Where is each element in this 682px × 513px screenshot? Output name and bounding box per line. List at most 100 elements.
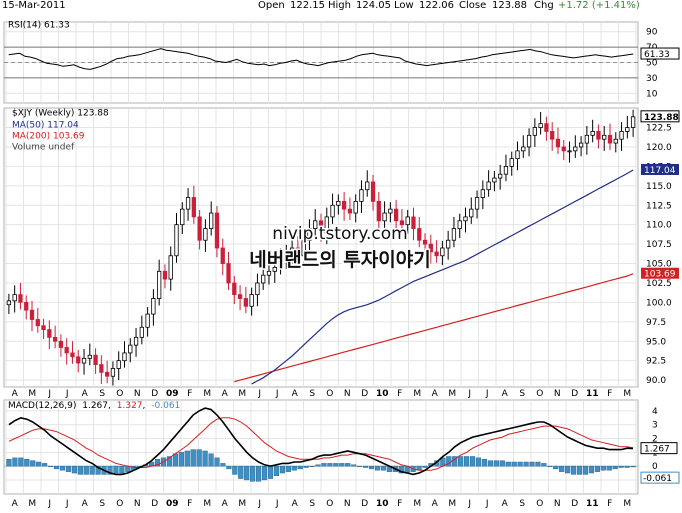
candle-up: [272, 267, 277, 272]
candle-down: [411, 216, 416, 229]
candle-down: [318, 220, 324, 233]
macd-hist-bar: [113, 465, 119, 474]
chg-label: Chg: [534, 0, 554, 11]
price-xtick-label: S: [519, 389, 525, 399]
ma50-value-label: 117.04: [644, 166, 676, 176]
last-price-box: [640, 110, 680, 123]
candle-down: [47, 329, 52, 338]
macd-last-label: 1.267: [644, 445, 670, 455]
price-xtick-label: A: [12, 389, 19, 399]
macd-xtick-label: D: [151, 499, 158, 509]
candle-down: [434, 251, 439, 257]
candle-down: [58, 340, 64, 348]
candle-up: [185, 197, 191, 210]
candle-down: [243, 298, 248, 307]
ma50-legend: MA(50) 117.04: [12, 121, 79, 131]
candle-up: [139, 326, 144, 338]
macd-xtick-label: J: [257, 499, 261, 509]
macd-hist-bar: [12, 457, 18, 467]
price-ytick-label: 120.0: [646, 143, 672, 153]
macd-xtick-label: J: [65, 499, 69, 509]
price-xtick-label: O: [116, 389, 123, 399]
macd-hist-bar: [624, 465, 630, 468]
macd-line: [8, 407, 634, 476]
macd-hist-bar: [588, 465, 595, 474]
close-label: Close: [459, 0, 487, 11]
macd-hist-bar: [77, 465, 83, 475]
candle-up: [209, 212, 214, 229]
price-xtick-label: D: [361, 389, 368, 399]
macd-xtick-label: F: [607, 499, 612, 509]
macd-hist-bar: [505, 461, 511, 467]
macd-hist-bar: [368, 465, 375, 470]
candle-up: [12, 294, 17, 302]
macd-hist-bar: [362, 465, 369, 468]
candle-down: [162, 270, 168, 280]
low-label: Low: [394, 0, 414, 11]
macd-hist-bar: [339, 463, 345, 467]
candle-up: [446, 239, 451, 249]
candle-down: [52, 336, 58, 342]
macd-hist-bar: [226, 465, 232, 470]
macd-hist-bar: [190, 449, 196, 467]
macd-xtick-label: 11: [586, 499, 599, 509]
price-xtick-label: M: [203, 389, 211, 399]
macd-hist-bar: [250, 465, 256, 482]
ma50-value-box: [641, 163, 679, 175]
macd-hist-bar: [267, 465, 274, 479]
candle-up: [180, 208, 185, 226]
price-xtick-label: J: [257, 389, 261, 399]
price-xtick-label: J: [485, 389, 489, 399]
macd-legend-label: MACD(12,26,9): [8, 401, 76, 411]
macd-xtick-label: S: [519, 499, 525, 509]
macd-hist-bar: [238, 465, 244, 479]
macd-xtick-label: M: [28, 499, 36, 509]
price-ytick-label: 97.5: [646, 318, 666, 328]
macd-ytick-label: 4: [652, 407, 658, 417]
macd-hist-bar: [600, 465, 606, 471]
macd-hist-bar: [119, 465, 125, 474]
macd-hist-bar: [606, 465, 612, 471]
price-panel: 90.0 92.5 95.0 97.5 100.0 102.5 105.0 107.5 110.…: [3, 107, 680, 399]
price-xtick-label: A: [502, 389, 509, 399]
price-xtick-label: J: [65, 389, 69, 399]
macd-legend-sep2: ,: [143, 401, 146, 411]
candle-up: [382, 212, 387, 222]
candle-up: [249, 294, 254, 307]
price-ytick-label: 110.0: [646, 221, 672, 231]
candle-up: [6, 300, 12, 306]
candle-up: [619, 131, 624, 140]
candle-up: [480, 189, 485, 198]
macd-xtick-label: N: [344, 499, 351, 509]
rsi-series-line: [8, 48, 634, 70]
candle-up: [602, 134, 607, 140]
macd-legend-value: 1.267: [82, 401, 108, 411]
macd-hist-bar: [303, 465, 309, 468]
rsi-legend: RSI(14) 61.33: [8, 21, 70, 31]
price-xtick-label: D: [151, 389, 158, 399]
price-xtick-label: F: [187, 389, 192, 399]
price-ytick-label: 115.0: [646, 182, 672, 192]
macd-hist-bar: [261, 465, 268, 481]
macd-xtick-label: A: [292, 499, 299, 509]
macd-hist-bar: [327, 463, 333, 467]
price-ytick-label: 112.5: [646, 201, 672, 211]
macd-xtick-label: J: [485, 499, 489, 509]
close-value: 123.88: [492, 0, 527, 11]
candle-up: [289, 247, 295, 253]
open-value: 122.15: [290, 0, 325, 11]
price-legend-title: $XJY (Weekly) 123.88: [12, 109, 109, 119]
open-label: Open: [258, 0, 285, 11]
watermark-title: 네버랜드의 투자이야기: [249, 249, 430, 271]
candle-up: [110, 368, 116, 377]
candle-down: [596, 131, 601, 140]
candle-up: [474, 197, 480, 210]
macd-hist-bar: [499, 460, 505, 467]
candle-up: [573, 146, 578, 152]
price-xtick-label: M: [238, 389, 246, 399]
candle-up: [87, 354, 92, 359]
candle-down: [417, 228, 422, 241]
macd-xtick-label: A: [82, 499, 89, 509]
macd-hist-bar: [565, 465, 571, 474]
macd-xtick-label: A: [502, 499, 509, 509]
